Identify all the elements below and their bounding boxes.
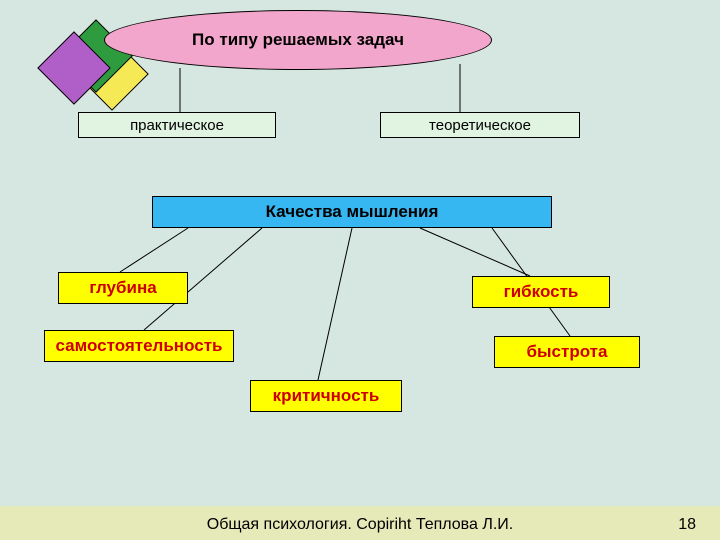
qualities-header-label: Качества мышления (266, 202, 439, 222)
top-ellipse: По типу решаемых задач (104, 10, 492, 70)
quality-box: быстрота (494, 336, 640, 368)
top-child-box: практическое (78, 112, 276, 138)
top-child-label: практическое (130, 117, 224, 134)
quality-label: самостоятельность (56, 336, 223, 356)
quality-label: быстрота (527, 342, 608, 362)
quality-box: гибкость (472, 276, 610, 308)
top-child-box: теоретическое (380, 112, 580, 138)
quality-label: глубина (89, 278, 156, 298)
quality-label: гибкость (504, 282, 579, 302)
top-child-label: теоретическое (429, 117, 531, 134)
quality-label: критичность (273, 386, 380, 406)
qualities-header: Качества мышления (152, 196, 552, 228)
top-ellipse-label: По типу решаемых задач (192, 30, 404, 50)
page-number: 18 (678, 516, 696, 534)
quality-box: самостоятельность (44, 330, 234, 362)
quality-box: глубина (58, 272, 188, 304)
quality-box: критичность (250, 380, 402, 412)
footer-text: Общая психология. Copiriht Теплова Л.И. (0, 516, 720, 534)
slide-stage: { "viewport": { "width": 720, "height": … (0, 0, 720, 540)
